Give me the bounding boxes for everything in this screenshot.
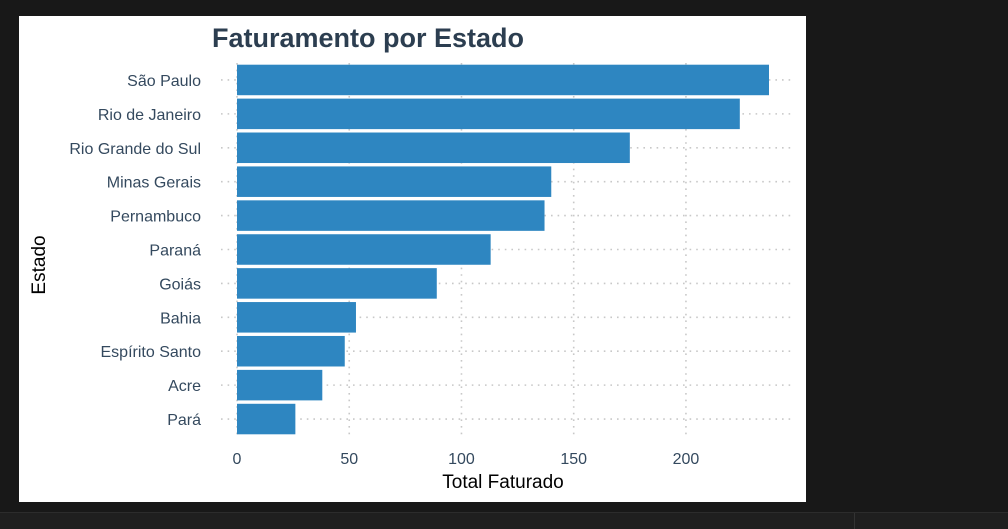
bar [237,200,545,231]
y-tick-label: Espírito Santo [101,344,202,361]
x-axis-title: Total Faturado [442,472,563,493]
y-axis-title: Estado [29,235,50,294]
chart-panel: São Paulo Rio de Janeiro Rio Grande do Sul… [19,16,806,502]
x-tick-label: 100 [448,451,475,468]
bar [237,65,769,96]
bar [237,268,437,299]
y-tick-label: Pará [167,412,201,429]
chart-title: Faturamento por Estado [212,23,524,53]
bar [237,336,345,367]
strip-divider [854,513,855,529]
y-tick-label: Goiás [159,276,201,293]
y-tick-label: Acre [168,378,201,395]
y-tick-label: Rio de Janeiro [98,107,201,124]
y-tick-label: São Paulo [127,73,201,90]
bar [237,370,322,401]
y-tick-label: Pernambuco [110,209,201,226]
x-tick-label: 200 [673,451,700,468]
y-tick-label: Paraná [149,243,201,260]
y-tick-label: Minas Gerais [107,175,201,192]
y-tick-label: Rio Grande do Sul [69,141,201,158]
bar [237,166,551,197]
x-tick-labels: 0 50 100 150 200 [233,451,700,468]
bar [237,234,491,265]
x-tick-label: 50 [340,451,358,468]
y-tick-label: Bahia [160,310,201,327]
bar [237,404,295,435]
bar-chart: São Paulo Rio de Janeiro Rio Grande do Sul… [19,16,806,502]
bar [237,133,630,164]
y-tick-labels: São Paulo Rio de Janeiro Rio Grande do Sul… [69,73,201,429]
bottom-status-strip [0,512,1008,529]
bar [237,302,356,333]
x-tick-label: 150 [560,451,587,468]
bar [237,99,740,130]
x-tick-label: 0 [233,451,242,468]
bars [237,65,769,435]
